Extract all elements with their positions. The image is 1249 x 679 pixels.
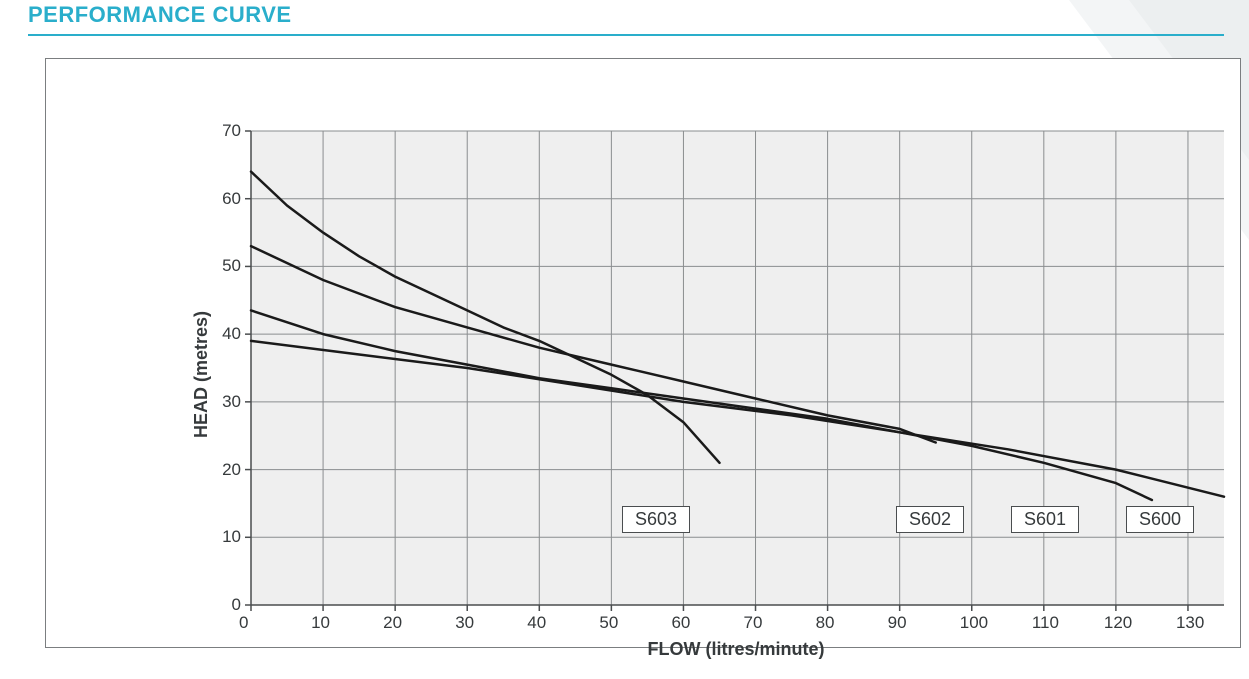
series-label-s600: S600 bbox=[1126, 506, 1194, 533]
y-tick-label: 50 bbox=[222, 256, 241, 276]
x-tick-label: 60 bbox=[671, 613, 690, 633]
x-tick-label: 90 bbox=[888, 613, 907, 633]
y-tick-label: 10 bbox=[222, 527, 241, 547]
y-tick-label: 60 bbox=[222, 189, 241, 209]
x-axis-label: FLOW (litres/minute) bbox=[648, 639, 825, 660]
x-tick-label: 120 bbox=[1104, 613, 1132, 633]
x-tick-label: 20 bbox=[383, 613, 402, 633]
x-tick-label: 110 bbox=[1032, 613, 1059, 633]
x-tick-label: 130 bbox=[1176, 613, 1204, 633]
x-tick-label: 10 bbox=[311, 613, 330, 633]
performance-curve-chart: HEAD (metres) FLOW (litres/minute) 01020… bbox=[45, 58, 1241, 648]
x-tick-label: 30 bbox=[455, 613, 474, 633]
y-axis-label: HEAD (metres) bbox=[191, 311, 212, 438]
x-tick-label: 40 bbox=[527, 613, 546, 633]
series-label-s603: S603 bbox=[622, 506, 690, 533]
y-tick-label: 40 bbox=[222, 324, 241, 344]
x-tick-label: 100 bbox=[960, 613, 988, 633]
series-label-s602: S602 bbox=[896, 506, 964, 533]
y-tick-label: 20 bbox=[222, 460, 241, 480]
section-title: PERFORMANCE CURVE bbox=[28, 2, 292, 28]
page: PERFORMANCE CURVE HEAD (metres) FLOW (li… bbox=[0, 0, 1249, 679]
title-underline bbox=[28, 34, 1224, 36]
chart-canvas bbox=[46, 59, 1240, 647]
x-tick-label: 80 bbox=[816, 613, 835, 633]
x-tick-label: 70 bbox=[744, 613, 763, 633]
x-tick-label: 0 bbox=[239, 613, 248, 633]
series-label-s601: S601 bbox=[1011, 506, 1079, 533]
y-tick-label: 70 bbox=[222, 121, 241, 141]
y-tick-label: 30 bbox=[222, 392, 241, 412]
x-tick-label: 50 bbox=[599, 613, 618, 633]
y-tick-label: 0 bbox=[232, 595, 241, 615]
